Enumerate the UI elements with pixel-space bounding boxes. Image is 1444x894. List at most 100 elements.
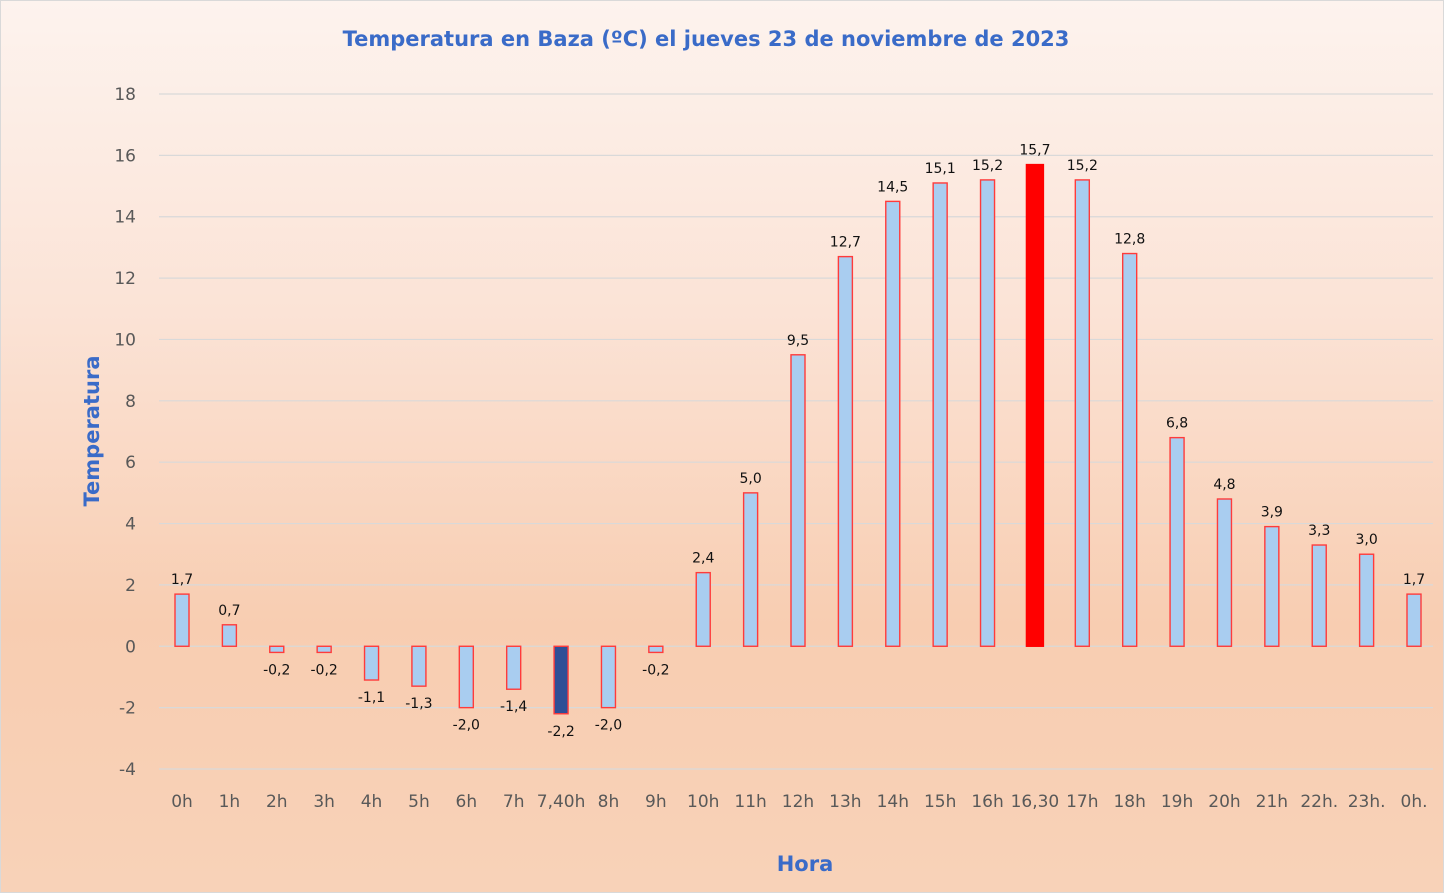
bar-15h [932, 182, 948, 647]
x-tick-label: 16,30 [1011, 792, 1060, 812]
data-label: -0,2 [310, 662, 337, 678]
bar-18h [1121, 252, 1138, 647]
bar-20h [1216, 498, 1233, 647]
x-tick-label: 14h [877, 792, 909, 812]
x-tick-label: 0h. [1401, 792, 1428, 812]
y-tick-label: 18 [114, 85, 136, 105]
x-tick-label: 18h [1113, 792, 1145, 812]
x-axis-ticks: 0h 1h 2h 3h 4h 5h 6h 7h 7,40h 8h 9h 10h 11h 12h 13h 14h… [171, 792, 1427, 812]
x-tick-label: 23h. [1348, 792, 1386, 812]
data-label: 3,3 [1308, 523, 1330, 539]
x-tick-label: 2h [266, 792, 288, 812]
bar-16,30 [1025, 163, 1045, 647]
x-tick-label: 19h [1161, 792, 1193, 812]
bar-11h [742, 492, 759, 647]
bar-17h [1074, 179, 1091, 647]
y-tick-label: 8 [125, 392, 136, 412]
bar-4h [363, 645, 380, 681]
y-tick-label: 2 [125, 576, 136, 596]
bar-5h [411, 645, 427, 687]
bar-12h [790, 354, 806, 647]
x-tick-label: 3h [313, 792, 335, 812]
data-label: 15,2 [1067, 158, 1098, 174]
bar-8h [600, 645, 617, 709]
x-tick-label: 4h [361, 792, 383, 812]
data-label: -0,2 [642, 662, 669, 678]
data-label: 12,8 [1114, 232, 1145, 248]
x-tick-label: 0h [171, 792, 193, 812]
y-tick-label: 10 [114, 330, 136, 350]
x-tick-label: 13h [829, 792, 861, 812]
data-label: 14,5 [877, 179, 908, 195]
data-label: 15,2 [972, 158, 1003, 174]
y-tick-label: 16 [114, 146, 136, 166]
x-tick-label: 10h [687, 792, 719, 812]
bar-9h [648, 645, 664, 654]
x-tick-label: 1h [219, 792, 241, 812]
data-label: 1,7 [1403, 572, 1425, 588]
y-tick-label: 14 [114, 208, 136, 228]
data-label: 9,5 [787, 333, 809, 349]
bar-7h [505, 645, 522, 690]
bar-14h [885, 200, 901, 647]
y-axis-title: Temperatura [80, 356, 104, 507]
bar-22h. [1311, 544, 1327, 647]
bar-0h. [1406, 593, 1422, 647]
y-tick-label: 6 [125, 453, 136, 473]
chart-title: Temperatura en Baza (ºC) el jueves 23 de… [343, 27, 1070, 51]
data-label: -1,4 [500, 699, 527, 715]
bar-6h [458, 645, 475, 709]
bar-21h [1264, 525, 1280, 647]
data-label: 1,7 [171, 572, 193, 588]
data-labels: 1,7 0,7 -0,2 -0,2 -1,1 -1,3 -2,0 -1,4 -2,2 -2,0 -0… [171, 143, 1425, 740]
x-axis-title: Hora [777, 852, 834, 876]
bar-1h [221, 624, 238, 647]
bar-3h [316, 645, 332, 654]
x-tick-label: 22h. [1300, 792, 1338, 812]
data-label: 2,4 [692, 551, 714, 567]
x-tick-label: 7h [503, 792, 525, 812]
data-label: -1,3 [405, 696, 432, 712]
bar-2h [269, 645, 285, 654]
bar-0h [174, 593, 190, 647]
data-label: -2,0 [453, 718, 480, 734]
data-label: 15,7 [1019, 143, 1050, 159]
x-tick-label: 5h [408, 792, 430, 812]
y-tick-label: 12 [114, 269, 136, 289]
data-label: 4,8 [1213, 477, 1235, 493]
data-label: 15,1 [925, 161, 956, 177]
y-tick-label: 0 [125, 637, 136, 657]
x-tick-label: 7,40h [537, 792, 586, 812]
data-label: 3,9 [1261, 505, 1283, 521]
x-tick-label: 8h [598, 792, 620, 812]
x-tick-label: 9h [645, 792, 667, 812]
x-tick-label: 12h [782, 792, 814, 812]
data-label: 12,7 [830, 235, 861, 251]
x-tick-label: 21h [1256, 792, 1288, 812]
x-tick-label: 6h [456, 792, 478, 812]
y-tick-label: -2 [119, 699, 136, 719]
y-tick-label: 4 [125, 515, 136, 535]
data-label: -0,2 [263, 662, 290, 678]
bar-13h [837, 255, 854, 647]
bar-10h [695, 571, 711, 647]
data-label: -1,1 [358, 690, 385, 706]
x-tick-label: 17h [1066, 792, 1098, 812]
y-axis-ticks: 18 16 14 12 10 8 6 4 2 0 -2 -4 [114, 85, 136, 780]
bar-19h [1169, 436, 1185, 647]
data-label: 3,0 [1355, 532, 1377, 548]
data-label: 0,7 [218, 603, 240, 619]
data-label: -2,0 [595, 718, 622, 734]
x-tick-label: 20h [1208, 792, 1240, 812]
data-label: 5,0 [739, 471, 761, 487]
data-label: 6,8 [1166, 416, 1188, 432]
x-tick-label: 15h [924, 792, 956, 812]
x-tick-label: 16h [971, 792, 1003, 812]
bars [174, 163, 1422, 715]
y-tick-label: -4 [119, 760, 136, 780]
x-tick-label: 11h [734, 792, 766, 812]
bar-23h. [1358, 553, 1375, 647]
bar-7,40h [553, 645, 569, 715]
